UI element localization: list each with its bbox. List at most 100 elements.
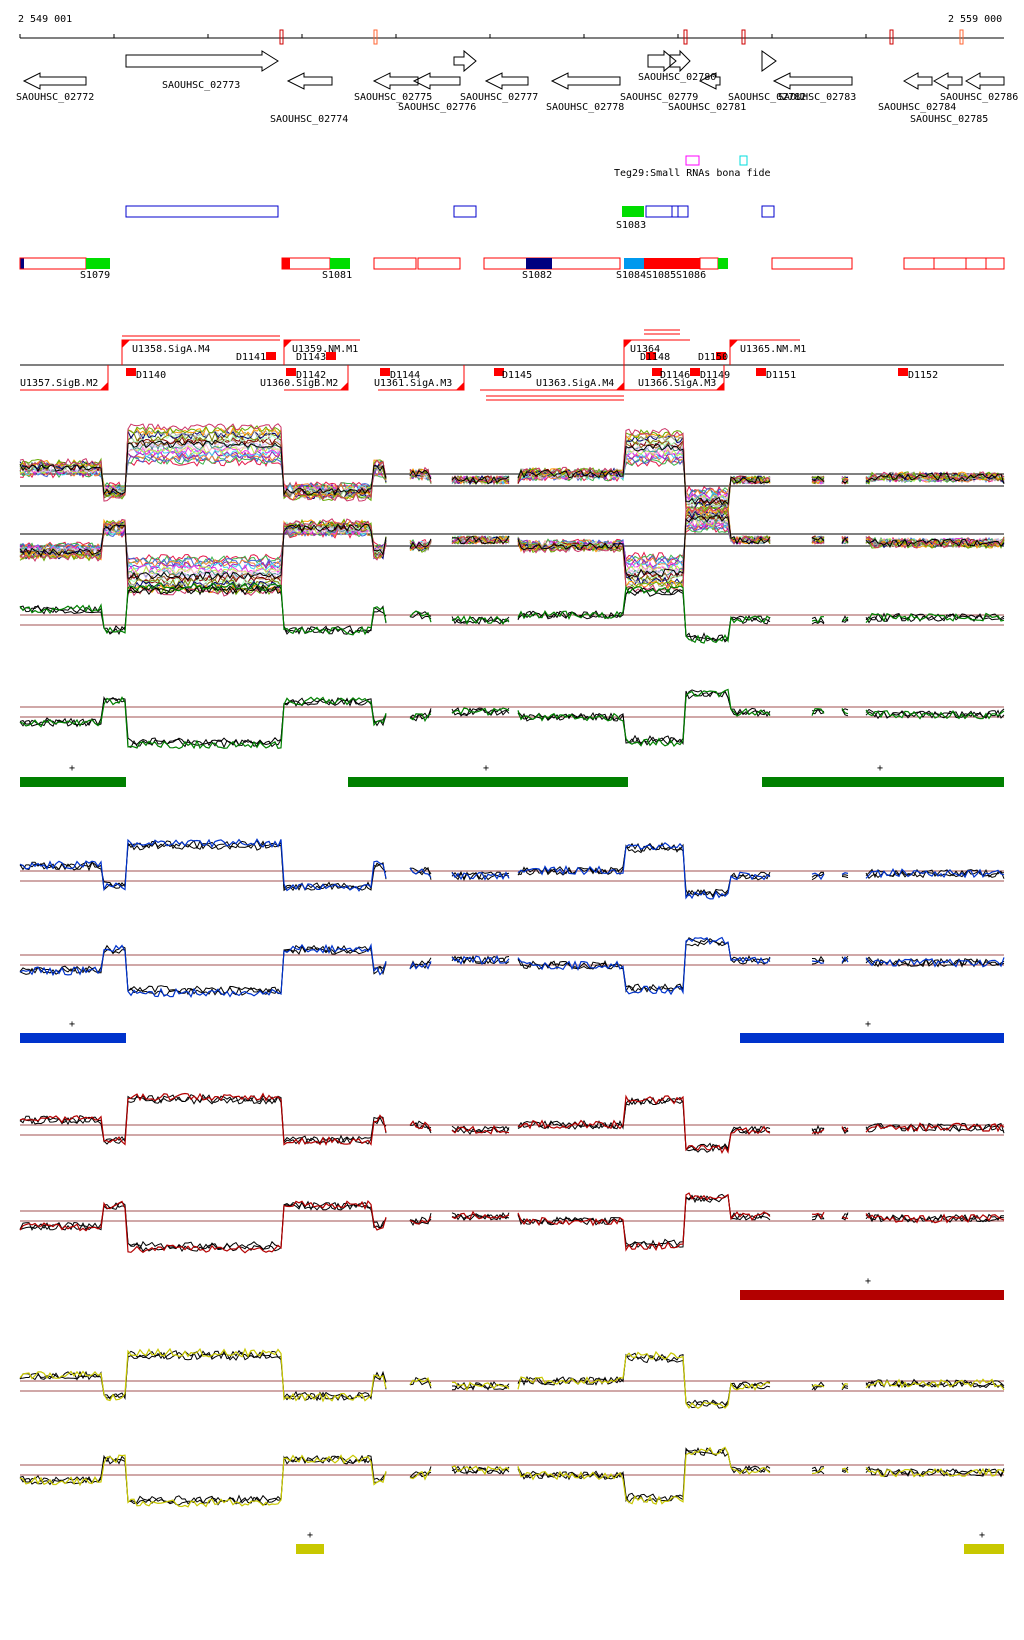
expression-trace-colored	[19, 1192, 1005, 1254]
s-segment-green[interactable]	[86, 258, 110, 269]
gene-SAOUHSC_02772[interactable]: SAOUHSC_02772	[16, 72, 94, 103]
expression-trace	[19, 505, 1005, 597]
multi-condition-expression-panels	[19, 423, 1005, 597]
gene-SAOUHSC_02776[interactable]: SAOUHSC_02776	[398, 72, 476, 113]
u-segment-label: U1358.SigA.M4	[132, 344, 210, 355]
expression-trace	[19, 938, 1005, 995]
ruler-marker	[741, 29, 746, 45]
d-segment[interactable]	[126, 368, 136, 376]
end-coordinate: 2 559 000	[948, 14, 1002, 25]
d-segment-label: D1146	[660, 370, 690, 381]
segment-label: S1083	[616, 220, 646, 231]
gene-label: SAOUHSC_02778	[546, 102, 624, 113]
ruler-marker	[683, 29, 688, 45]
d-segment[interactable]	[494, 368, 504, 376]
ruler-marker	[279, 29, 284, 45]
s-segment[interactable]	[373, 257, 417, 270]
d-segment[interactable]	[266, 352, 276, 360]
gene-SAOUHSC_02783[interactable]: SAOUHSC_02783	[772, 72, 856, 103]
strand-mark: +	[877, 763, 883, 774]
expression-trace	[19, 1193, 1005, 1252]
expression-trace	[19, 839, 1005, 899]
gene-SAOUHSC_02774[interactable]: SAOUHSC_02774	[270, 72, 348, 125]
d-segment[interactable]	[286, 368, 296, 376]
segment-label: S1079	[80, 270, 110, 281]
s-segment-red[interactable]	[644, 258, 700, 269]
gene-SAOUHSC_02778[interactable]: SAOUHSC_02778	[546, 72, 624, 113]
gene-SAOUHSC_02782[interactable]: SAOUHSC_02782	[728, 50, 806, 103]
s-segment[interactable]	[933, 257, 967, 270]
gene-SAOUHSC_02775[interactable]: SAOUHSC_02775	[354, 72, 432, 103]
d-segment[interactable]	[690, 368, 700, 376]
s-segment-track: S1079 S1081 S1082 S1084 S1085 S1086	[19, 257, 1005, 281]
feature-box[interactable]	[125, 205, 279, 218]
d-segment[interactable]	[326, 352, 336, 360]
gene-label: SAOUHSC_02775	[354, 92, 432, 103]
u-segment-label: U1365.NM.M1	[740, 344, 806, 355]
small-rna-marker-magenta[interactable]	[685, 155, 700, 166]
expression-trace	[19, 521, 1005, 569]
s-segment-blue[interactable]	[624, 258, 644, 269]
gene-small-arrow-a[interactable]	[453, 49, 477, 73]
u-flags	[100, 340, 738, 390]
d-segment[interactable]	[380, 368, 390, 376]
d-segment[interactable]	[646, 352, 656, 360]
small-rna-marker-cyan[interactable]	[739, 155, 748, 166]
expression-trace	[19, 511, 1005, 587]
d-segment[interactable]	[716, 352, 726, 360]
expression-panel-2: + +	[19, 838, 1005, 1043]
expression-trace	[19, 1448, 1005, 1505]
d-segment-label: D1145	[502, 370, 532, 381]
d-segment[interactable]	[652, 368, 662, 376]
expression-trace	[19, 690, 1005, 747]
d-segment-label: D1141	[236, 352, 266, 363]
s-segment[interactable]	[19, 257, 87, 270]
s-segment[interactable]	[985, 257, 1005, 270]
s-segment[interactable]	[771, 257, 853, 270]
expressed-region-bar	[740, 1290, 1004, 1300]
expression-trace	[19, 510, 1005, 589]
expression-trace	[19, 426, 1005, 513]
feature-box[interactable]	[453, 205, 477, 218]
d-segment[interactable]	[756, 368, 766, 376]
gene-SAOUHSC_02773[interactable]: SAOUHSC_02773	[125, 50, 279, 91]
s-segment[interactable]	[417, 257, 461, 270]
u-segment-label: U1357.SigB.M2	[20, 378, 98, 389]
gene-track: SAOUHSC_02772 SAOUHSC_02773 SAOUHSC_0277…	[16, 49, 1018, 125]
gene-SAOUHSC_02786[interactable]: SAOUHSC_02786	[940, 72, 1018, 103]
d-segment[interactable]	[898, 368, 908, 376]
gene-SAOUHSC_02777[interactable]: SAOUHSC_02777	[460, 72, 538, 103]
expression-trace	[19, 425, 1005, 514]
expression-trace	[19, 451, 1005, 498]
ud-segment-track: U1357.SigB.M2 U1358.SigA.M4 U1359.NM.M1 …	[20, 329, 1004, 401]
d-segments	[126, 352, 908, 376]
expression-trace	[19, 523, 1005, 567]
segment-label: S1084	[616, 270, 646, 281]
strand-mark: +	[69, 1019, 75, 1030]
ruler-marker	[889, 29, 894, 45]
gene-SAOUHSC_02784[interactable]: SAOUHSC_02784	[878, 72, 956, 113]
u-segment-label: U1364	[630, 344, 660, 355]
gene-SAOUHSC_02785[interactable]: SAOUHSC_02785	[910, 72, 988, 125]
u-segment-label: U1360.SigB.M2	[260, 378, 338, 389]
feature-box[interactable]	[761, 205, 775, 218]
ruler-marker	[959, 29, 964, 45]
s-segment-navy[interactable]	[526, 258, 552, 269]
gene-label: SAOUHSC_02779	[620, 92, 698, 103]
s-segment-green[interactable]	[330, 258, 350, 269]
expression-trace-colored	[19, 1347, 1005, 1410]
expression-trace-colored	[19, 838, 1005, 900]
d-segment-label: D1150	[698, 352, 728, 363]
s-segment[interactable]	[903, 257, 935, 270]
s-segment[interactable]	[699, 257, 719, 270]
feature-box[interactable]	[645, 205, 689, 218]
expression-trace-colored	[19, 936, 1005, 999]
gene-SAOUHSC_02781[interactable]: SAOUHSC_02781	[668, 72, 746, 113]
expression-trace	[19, 455, 1005, 497]
gene-SAOUHSC_02780[interactable]: SAOUHSC_02780	[638, 49, 716, 83]
feature-box-green[interactable]	[622, 206, 644, 217]
expression-trace	[19, 520, 1005, 571]
ruler-marker	[373, 29, 378, 45]
s-segment[interactable]	[965, 257, 987, 270]
expression-trace	[19, 453, 1005, 498]
